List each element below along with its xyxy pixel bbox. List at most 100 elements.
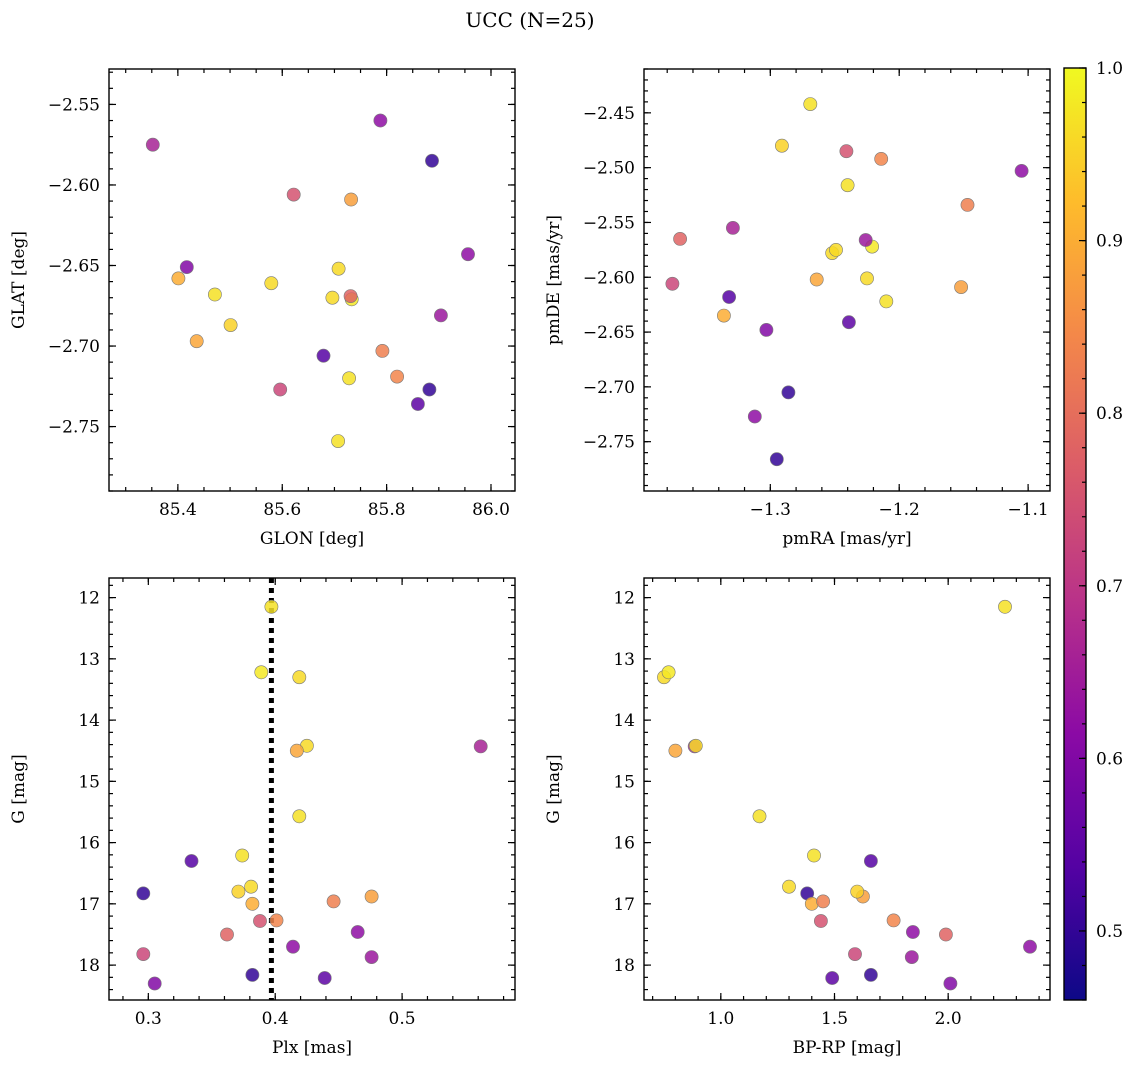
y-tick-label: 15 <box>78 772 100 792</box>
data-point <box>179 260 194 274</box>
axes-frame <box>108 68 516 492</box>
data-point <box>860 271 874 286</box>
data-point <box>273 382 288 397</box>
panel-4: 1.0 1.5 2.0 12 13 14 15 16 17 18 BP-RP [mag] G [mag… <box>544 577 1051 1058</box>
panel-3: 0.3 0.4 0.5 12 13 14 15 16 17 18 Plx [mas] G [mag] <box>9 577 516 1058</box>
data-point <box>879 294 894 309</box>
x-tick-label: −1.2 <box>879 500 920 520</box>
data-point <box>668 743 683 758</box>
data-point <box>364 950 379 964</box>
data-point <box>325 290 340 305</box>
data-point <box>473 739 488 754</box>
y-tick-label: −2.70 <box>48 337 100 357</box>
data-point <box>769 452 784 467</box>
data-point <box>264 276 279 291</box>
y-tick-label: −2.65 <box>583 323 635 343</box>
data-point <box>688 738 703 753</box>
data-point <box>726 220 740 235</box>
data-point <box>775 138 789 153</box>
data-point <box>858 233 873 247</box>
x-tick-label: 0.3 <box>135 1009 162 1029</box>
data-point <box>331 261 346 276</box>
data-point <box>673 231 687 246</box>
y-tick-label: 13 <box>613 650 635 670</box>
data-point <box>343 289 358 303</box>
data-point <box>661 665 676 680</box>
data-point <box>825 971 840 985</box>
x-tick-label: 0.4 <box>262 1009 289 1029</box>
y-tick-label: 12 <box>613 589 635 609</box>
data-point <box>254 665 269 680</box>
panel-2: −1.3 −1.2 −1.1 −2.45 −2.50 −2.55 −2.60 −2.65 −2.… <box>544 68 1051 549</box>
data-point <box>171 271 186 286</box>
y-tick-label: 15 <box>613 772 635 792</box>
data-point <box>223 318 238 332</box>
colorbar-tick-label: 1.0 <box>1096 59 1123 79</box>
y-tick-label: −2.75 <box>583 433 635 453</box>
data-point <box>839 144 854 159</box>
data-point <box>807 848 821 863</box>
data-point <box>943 976 958 991</box>
data-point <box>809 272 824 287</box>
data-point <box>840 178 855 193</box>
data-point <box>286 187 301 202</box>
data-point <box>235 848 250 863</box>
y-axis-label: pmDE [mas/yr] <box>544 215 564 345</box>
panel-1: 85.4 85.6 85.8 86.0 −2.55 −2.60 −2.65 −2.70 −2.7… <box>9 68 516 549</box>
y-tick-label: 14 <box>613 711 635 731</box>
y-tick-label: −2.45 <box>583 104 635 124</box>
data-point <box>375 343 390 358</box>
data-point <box>816 894 830 909</box>
x-tick-label: 2.0 <box>935 1009 962 1029</box>
x-tick-label: 1.5 <box>821 1009 848 1029</box>
colorbar-frame <box>1063 67 1087 1001</box>
y-tick-label: 18 <box>78 956 100 976</box>
data-point <box>906 925 920 939</box>
data-point <box>244 879 258 894</box>
data-point <box>289 743 304 758</box>
data-point <box>410 397 425 411</box>
axes-frame <box>643 577 1051 1001</box>
data-point <box>292 670 307 685</box>
data-point <box>350 925 365 939</box>
y-tick-label: −2.55 <box>583 213 635 233</box>
y-tick-label: 18 <box>613 956 635 976</box>
data-point <box>344 192 358 207</box>
data-point <box>220 927 234 942</box>
data-point <box>364 889 379 904</box>
y-tick-label: −2.55 <box>48 95 100 115</box>
y-tick-label: −2.60 <box>48 176 100 196</box>
data-point <box>803 97 818 111</box>
data-point <box>886 913 901 928</box>
data-point <box>184 854 199 868</box>
data-point <box>998 599 1012 614</box>
x-tick-label: 85.6 <box>263 500 301 520</box>
y-tick-label: 13 <box>78 650 100 670</box>
data-point <box>747 409 762 424</box>
data-point <box>904 950 919 964</box>
data-point <box>850 884 865 899</box>
colorbar-tick-label: 0.8 <box>1096 404 1123 424</box>
colorbar-tick-label: 0.9 <box>1096 232 1123 252</box>
y-tick-label: 12 <box>78 589 100 609</box>
data-point <box>829 242 843 257</box>
data-point <box>422 382 437 397</box>
x-axis-label: Plx [mas] <box>272 1038 352 1058</box>
data-point <box>960 197 975 212</box>
data-point <box>425 153 439 168</box>
x-tick-label: 85.8 <box>368 500 406 520</box>
axes-frame <box>643 68 1051 492</box>
data-point <box>145 137 160 152</box>
data-point <box>390 369 404 384</box>
x-axis-label: pmRA [mas/yr] <box>782 529 911 549</box>
x-tick-label: −1.3 <box>750 500 791 520</box>
data-point <box>207 287 222 302</box>
y-tick-label: 16 <box>613 834 635 854</box>
x-tick-label: 85.4 <box>159 500 197 520</box>
colorbar: 0.5 0.6 0.7 0.8 0.9 1.0 <box>1063 59 1123 1001</box>
data-point <box>342 371 356 386</box>
data-point <box>136 886 151 901</box>
data-point <box>781 385 796 400</box>
y-tick-label: −2.75 <box>48 418 100 438</box>
